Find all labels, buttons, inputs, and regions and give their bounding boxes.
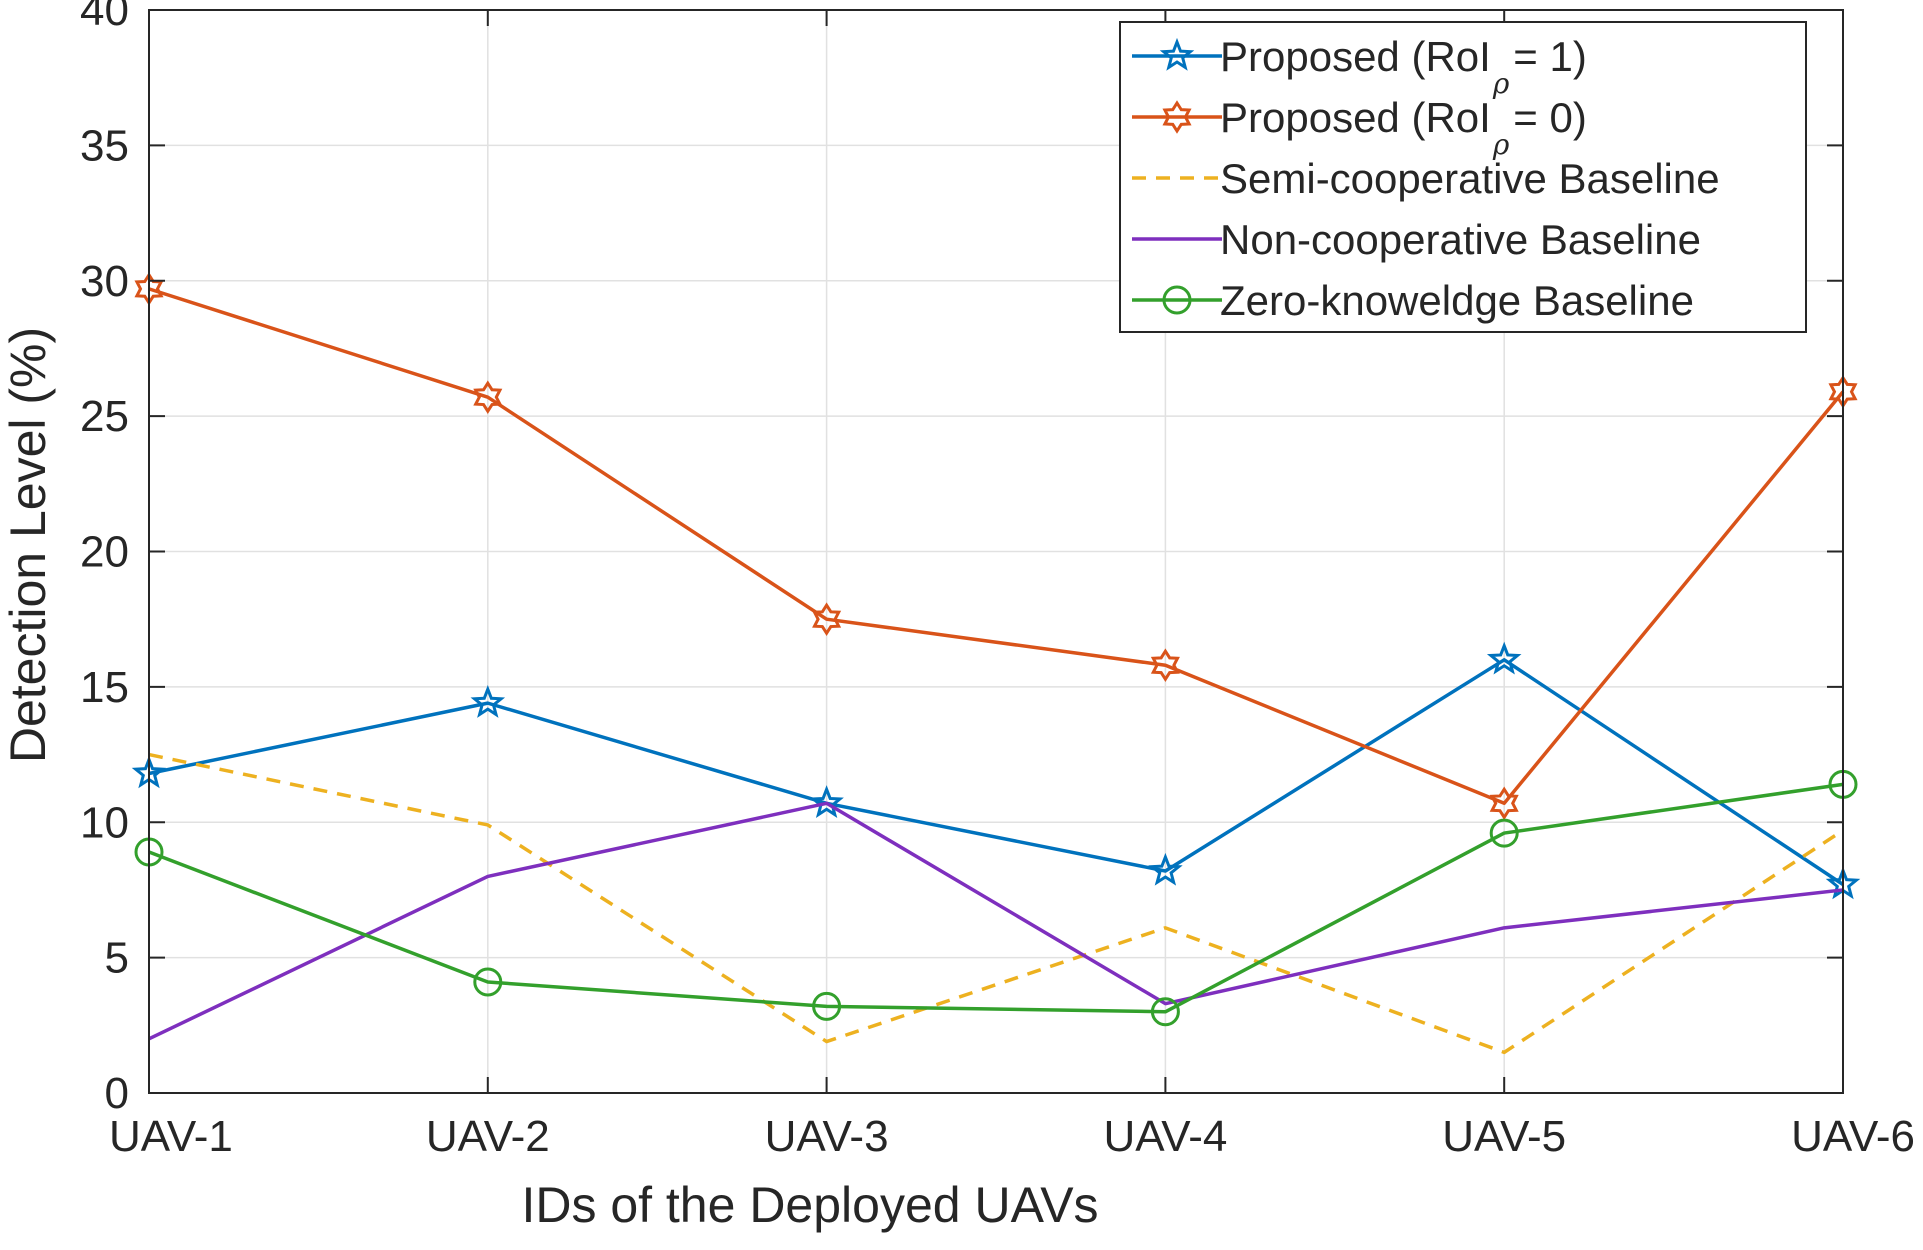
series-1-point-2: [812, 602, 842, 636]
x-axis-title: IDs of the Deployed UAVs: [521, 1177, 1098, 1233]
legend-label-tail-1: = 0): [1513, 94, 1587, 141]
legend-label-sub-0: ρ: [1492, 67, 1510, 100]
series-0-point-3: [1148, 852, 1183, 886]
y-tick-label-4: 20: [80, 528, 129, 577]
x-tick-label-3: UAV-4: [1103, 1112, 1227, 1161]
legend-box: [1119, 21, 1807, 333]
series-4-line: [148, 782, 1844, 1014]
series-4-point-1: [473, 967, 503, 997]
series-4: [134, 769, 1858, 1027]
series-0-point-4: [1486, 641, 1522, 675]
legend-label-3: Non-cooperative Baseline: [1220, 216, 1701, 263]
legend-entry-4: Zero-knoweldge Baseline: [1132, 277, 1694, 324]
x-tick-label-4: UAV-5: [1442, 1112, 1566, 1161]
series-lines: [131, 272, 1861, 1055]
series-3-line: [148, 801, 1844, 1041]
series-2-line: [148, 752, 1844, 1055]
y-tick-label-1: 5: [105, 934, 129, 983]
y-tick-label-3: 15: [80, 663, 129, 712]
legend-marker-4: [1162, 285, 1192, 315]
y-tick-label-2: 10: [80, 798, 129, 847]
legend-label-sub-1: ρ: [1492, 128, 1510, 161]
series-1-point-4: [1489, 786, 1519, 821]
tick-labels: 0 5 10 15 20 25 30 35 40 UAV-1 UAV-2 UAV-3 UAV-4 UAV-…: [80, 0, 1915, 1161]
series-1-line: [148, 287, 1845, 806]
series-0-point-2: [809, 785, 844, 818]
x-tick-label-1: UAV-2: [426, 1112, 550, 1161]
series-0-line: [148, 658, 1844, 886]
series-0-point-1: [470, 684, 506, 718]
legend-marker-1: [1162, 100, 1192, 134]
legend-marker-0: [1159, 37, 1195, 71]
legend-entry-2: Semi-cooperative Baseline: [1132, 155, 1720, 202]
y-tick-label-7: 35: [80, 121, 129, 170]
x-tick-label-0: UAV-1: [109, 1112, 233, 1161]
legend-label-4: Zero-knoweldge Baseline: [1220, 277, 1694, 324]
legend-entry-3: Non-cooperative Baseline: [1132, 216, 1701, 263]
legend-label-0: Proposed (RoI: [1220, 33, 1491, 80]
series-4-point-2: [812, 991, 842, 1021]
y-axis-title: Detection Level (%): [0, 327, 56, 763]
series-1-point-3: [1150, 648, 1180, 682]
series-1-point-1: [473, 380, 503, 414]
legend-label-tail-0: = 1): [1513, 33, 1587, 80]
series-4-point-3: [1150, 997, 1180, 1027]
y-tick-label-6: 30: [80, 257, 129, 306]
y-tick-label-5: 25: [80, 392, 129, 441]
series-3: [148, 801, 1844, 1041]
y-tick-label-8: 40: [80, 0, 129, 35]
x-tick-label-5: UAV-6: [1791, 1112, 1915, 1161]
axes: [148, 9, 1844, 1094]
legend-label-2: Semi-cooperative Baseline: [1220, 155, 1720, 202]
series-4-point-4: [1489, 818, 1519, 848]
legend-label-1: Proposed (RoI: [1220, 94, 1491, 141]
y-tick-label-0: 0: [105, 1069, 129, 1118]
x-tick-label-2: UAV-3: [765, 1112, 889, 1161]
series-2: [148, 752, 1844, 1055]
